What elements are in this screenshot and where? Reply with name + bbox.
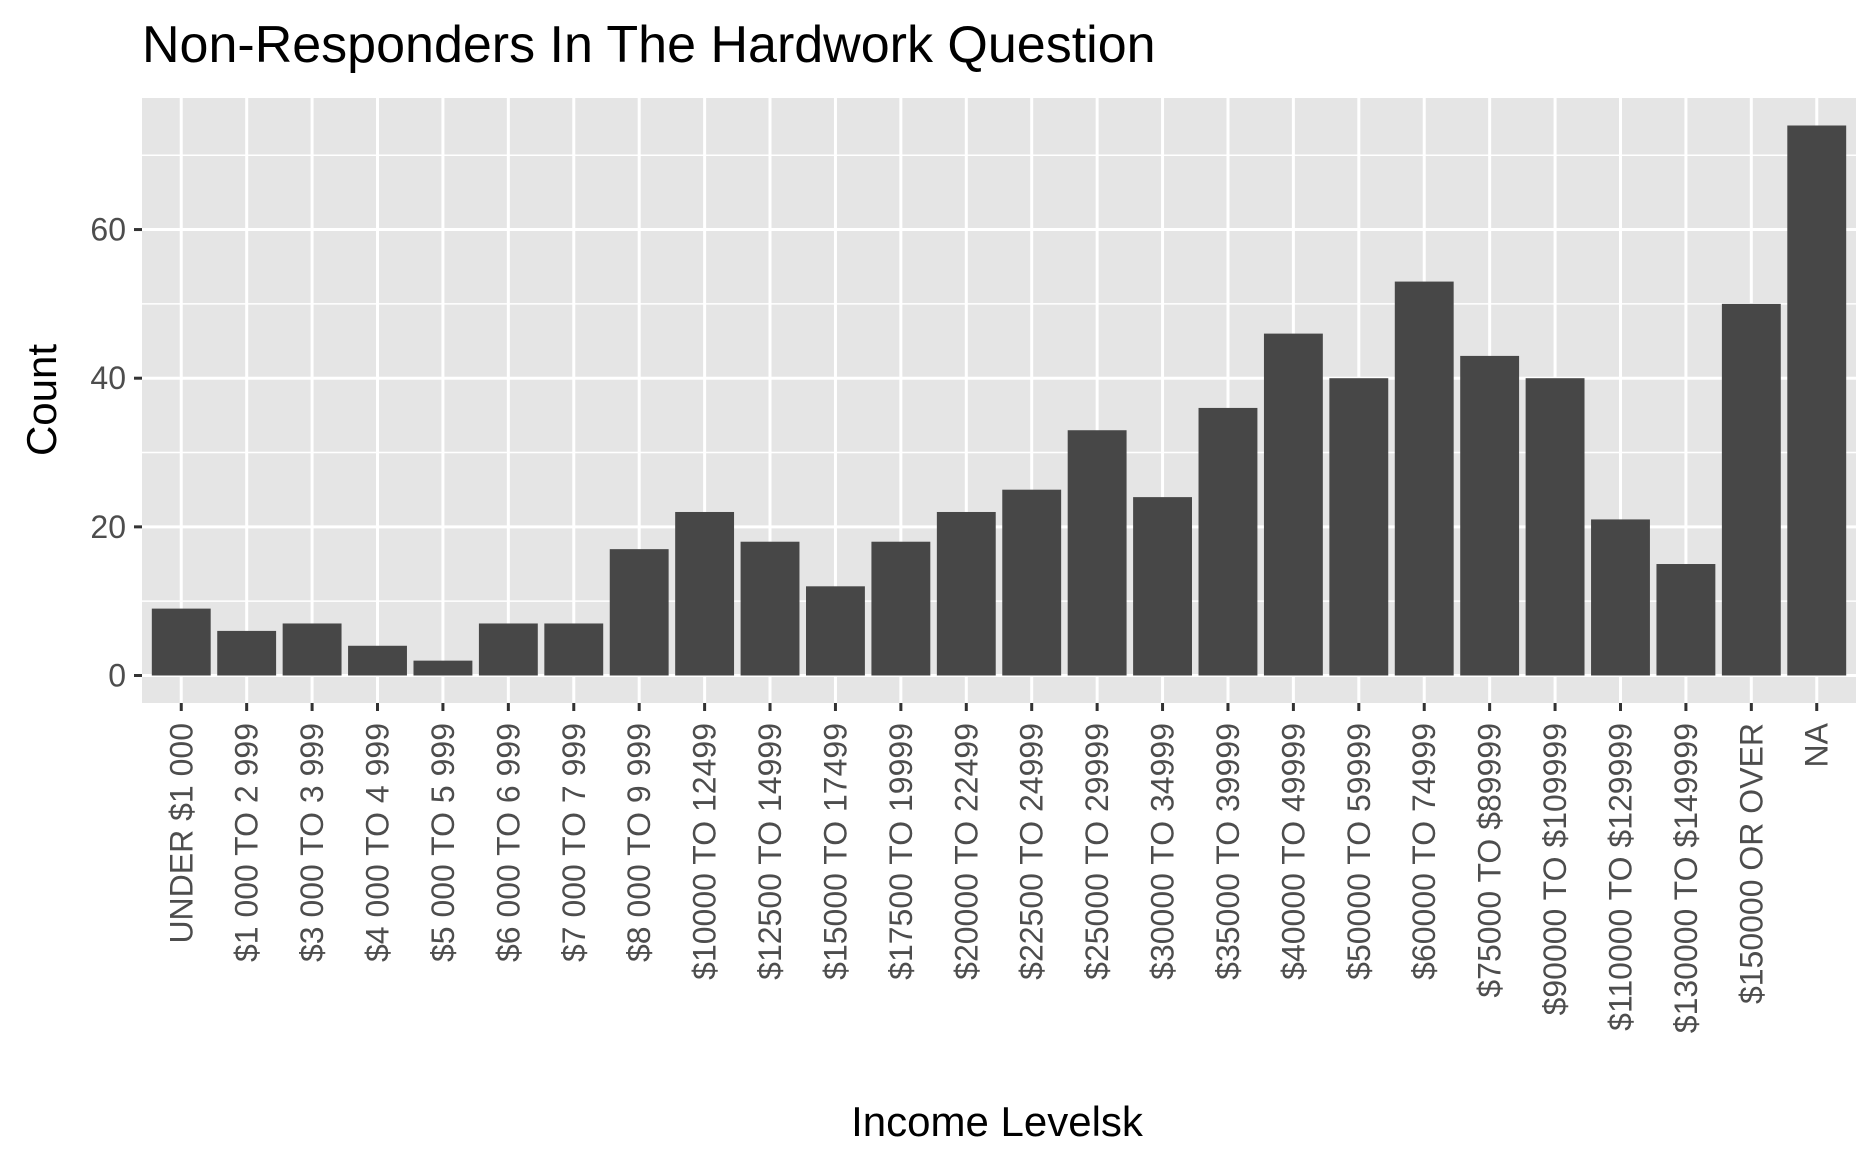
x-tick-label: $30000 TO 34999 <box>1145 723 1181 980</box>
bar <box>413 660 473 676</box>
x-axis-title: Income Levelsk <box>851 1098 1144 1145</box>
bar <box>1329 378 1389 676</box>
x-tick-label: NA <box>1799 722 1835 767</box>
x-tick-label: $20000 TO 22499 <box>948 723 984 980</box>
bar <box>1394 281 1454 676</box>
x-tick-label: $8 000 TO 9 999 <box>621 723 657 962</box>
x-tick-label: $25000 TO 29999 <box>1079 723 1115 980</box>
x-tick-label: $4 000 TO 4 999 <box>360 723 396 962</box>
bar <box>871 541 931 676</box>
bar <box>282 623 342 676</box>
x-tick-label: $35000 TO 39999 <box>1210 723 1246 980</box>
x-tick-label: $75000 TO $89999 <box>1472 723 1508 998</box>
x-tick-label: $3 000 TO 3 999 <box>294 723 330 962</box>
x-tick-label: $40000 TO 49999 <box>1275 723 1311 980</box>
bar <box>675 511 735 676</box>
x-tick-label: $10000 TO 12499 <box>687 723 723 980</box>
x-tick-label: UNDER $1 000 <box>163 723 199 944</box>
x-tick-label: $12500 TO 14999 <box>752 723 788 980</box>
y-tick-label: 40 <box>90 360 126 396</box>
y-tick-label: 60 <box>90 212 126 248</box>
bars <box>151 125 1847 676</box>
bar <box>1460 355 1520 676</box>
bar <box>806 586 865 676</box>
x-tick-label: $6 000 TO 6 999 <box>490 723 526 962</box>
x-tick-label: $90000 TO $109999 <box>1537 723 1573 1015</box>
bar <box>478 623 538 676</box>
x-tick-label: $15000 TO 17499 <box>817 723 853 980</box>
y-tick-label: 20 <box>90 509 126 545</box>
y-tick-label: 0 <box>108 658 126 694</box>
bar <box>1002 489 1062 676</box>
bar <box>936 511 996 676</box>
x-tick-label: $17500 TO 19999 <box>883 723 919 980</box>
bar <box>1263 333 1323 676</box>
x-tick-label: $7 000 TO 7 999 <box>556 723 592 962</box>
bar <box>609 549 669 676</box>
bar <box>1656 564 1716 676</box>
bar <box>1525 378 1585 676</box>
bar <box>1721 303 1781 676</box>
bar <box>348 645 407 676</box>
x-tick-label: $130000 TO $149999 <box>1668 723 1704 1033</box>
y-axis-title: Count <box>18 344 65 456</box>
bar <box>1198 407 1258 676</box>
x-tick-label: $110000 TO $129999 <box>1602 723 1638 1031</box>
axes: 0 20 40 60 UNDER $1 000 $1 000 TO 2 999 $3 000… <box>90 212 1834 1034</box>
bar <box>1133 497 1192 676</box>
bar <box>151 608 211 676</box>
bar <box>544 623 604 676</box>
x-tick-label: $1 000 TO 2 999 <box>229 723 265 962</box>
bar <box>740 541 800 676</box>
chart-title: Non-Responders In The Hardwork Question <box>142 16 1156 74</box>
x-tick-label: $60000 TO 74999 <box>1406 723 1442 980</box>
bar <box>1067 430 1127 676</box>
bar <box>217 630 277 676</box>
x-tick-label: $5 000 TO 5 999 <box>425 723 461 962</box>
bar <box>1787 125 1847 676</box>
x-tick-label: $50000 TO 59999 <box>1341 723 1377 980</box>
bar <box>1591 519 1650 676</box>
x-tick-label: $150000 OR OVER <box>1733 723 1769 1004</box>
x-tick-label: $22500 TO 24999 <box>1014 723 1050 980</box>
